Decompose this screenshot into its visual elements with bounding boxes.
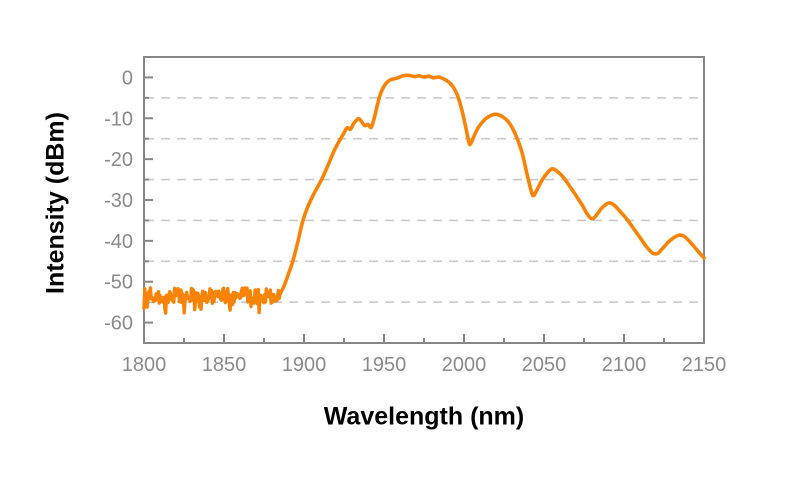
x-axis-title: Wavelength (nm)	[323, 402, 525, 431]
spectrum-trace	[278, 73, 706, 296]
x-tick-label: 2150	[682, 354, 727, 376]
x-tick-label: 2050	[522, 354, 567, 376]
y-tick-label: -60	[104, 313, 133, 335]
x-tick-label: 2000	[442, 354, 487, 376]
x-tick-label: 1850	[202, 354, 247, 376]
x-tick-label: 2100	[602, 354, 647, 376]
x-tick-label: 1950	[362, 354, 407, 376]
y-tick-label: -30	[104, 190, 133, 212]
y-tick-label: -50	[104, 272, 133, 294]
x-tick-label: 1800	[122, 354, 167, 376]
y-tick-label: 0	[122, 67, 133, 89]
y-tick-label: -40	[104, 231, 133, 253]
x-tick-label: 1900	[282, 354, 327, 376]
y-axis-title: Intensity (dBm)	[41, 112, 70, 294]
y-tick-label: -10	[104, 108, 133, 130]
noise-floor-trace	[142, 286, 282, 315]
y-tick-label: -20	[104, 149, 133, 171]
